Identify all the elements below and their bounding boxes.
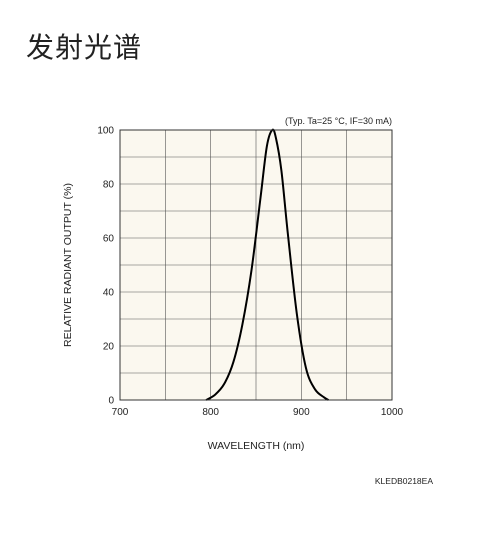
page-heading: 发射光谱 — [26, 31, 143, 64]
x-tick-label: 800 — [202, 407, 219, 418]
plot-frame — [119, 129, 393, 401]
y-tick-label: 40 — [103, 288, 115, 299]
document-code: KLEDB0218EA — [375, 476, 433, 486]
y-tick-label: 100 — [97, 126, 114, 137]
y-tick-label: 80 — [103, 180, 115, 191]
x-tick-label: 700 — [112, 407, 129, 418]
condition-note: (Typ. Ta=25 °C, IF=30 mA) — [285, 116, 392, 126]
x-axis-label: WAVELENGTH (nm) — [208, 440, 305, 452]
y-axis-label: RELATIVE RADIANT OUTPUT (%) — [62, 183, 74, 347]
y-tick-labels: 0 20 40 60 80 100 — [97, 126, 114, 407]
x-tick-labels: 700 800 900 1000 — [112, 407, 404, 418]
x-tick-label: 900 — [293, 407, 310, 418]
y-tick-label: 60 — [103, 234, 115, 245]
y-tick-label: 20 — [103, 342, 115, 353]
x-tick-label: 1000 — [381, 407, 404, 418]
y-tick-label: 0 — [108, 396, 114, 407]
